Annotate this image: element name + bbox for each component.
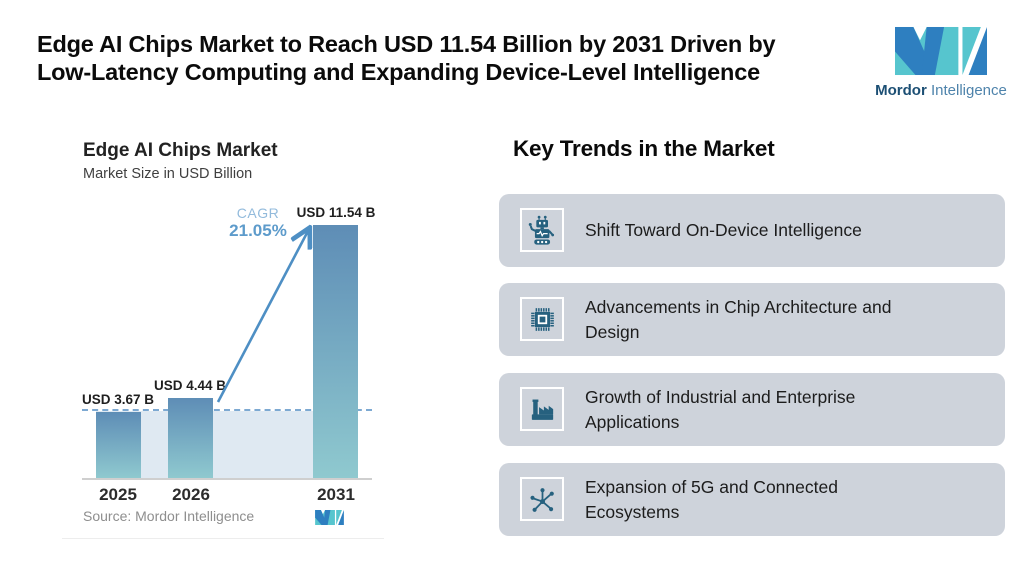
trend-label: Advancements in Chip Architecture and De…: [585, 296, 892, 342]
x-axis-label-2025: 2025: [99, 485, 137, 504]
mordor-mini-logo-icon: [315, 510, 344, 525]
chip-icon: [520, 297, 564, 341]
mordor-logo-icon: [895, 26, 987, 76]
trend-label: Shift Toward On-Device Intelligence: [585, 220, 862, 240]
x-axis-label-2026: 2026: [172, 485, 210, 504]
chart-source-text: Source: Mordor Intelligence: [83, 508, 255, 524]
brand-name-bold: Mordor: [875, 82, 927, 99]
page-title-line2: Low-Latency Computing and Expanding Devi…: [37, 59, 760, 85]
cagr-value: 21.05%: [229, 221, 287, 240]
bar-2031: [313, 225, 358, 478]
trends-heading: Key Trends in the Market: [513, 136, 775, 161]
trend-label: Growth of Industrial and Enterprise Appl…: [585, 386, 856, 432]
growth-arrow-icon: [216, 205, 372, 403]
brand-name-light: Intelligence: [930, 82, 1007, 99]
page-title-line1: Edge AI Chips Market to Reach USD 11.54 …: [37, 31, 776, 57]
brand-wordmark: Mordor Intelligence: [866, 82, 1016, 99]
robot-icon: [520, 208, 564, 252]
page-title: Edge AI Chips Market to Reach USD 11.54 …: [37, 30, 867, 86]
trend-card-5g-ecosystems: Expansion of 5G and Connected Ecosystems: [499, 463, 1005, 536]
trend-label: Expansion of 5G and Connected Ecosystems: [585, 476, 838, 522]
factory-icon: [520, 387, 564, 431]
bar-value-label-2025: USD 3.67 B: [81, 392, 155, 407]
cagr-label: CAGR: [236, 205, 280, 221]
bar-value-label-2031: USD 11.54 B: [296, 205, 376, 220]
chart-subtitle: Market Size in USD Billion: [83, 166, 253, 182]
network-icon: [520, 477, 564, 521]
market-chart-card: Edge AI Chips Market Market Size in USD …: [62, 120, 384, 539]
trend-card-chip-architecture: Advancements in Chip Architecture and De…: [499, 283, 1005, 356]
x-axis-label-2031: 2031: [317, 485, 355, 504]
bar-chart-plot: USD 3.67 B USD 4.44 B USD 11.54 B CAGR 2…: [82, 205, 375, 480]
bar-2025: [96, 412, 141, 478]
bar-value-label-2026: USD 4.44 B: [153, 378, 227, 393]
brand-logo: Mordor Intelligence: [866, 26, 1016, 99]
bar-2026: [168, 398, 213, 478]
chart-title: Edge AI Chips Market: [83, 140, 278, 161]
trend-card-industrial-applications: Growth of Industrial and Enterprise Appl…: [499, 373, 1005, 446]
dashed-reference-line: [82, 409, 372, 411]
trend-card-on-device-intelligence: Shift Toward On-Device Intelligence: [499, 194, 1005, 267]
cagr-annotation: CAGR 21.05%: [212, 205, 304, 241]
